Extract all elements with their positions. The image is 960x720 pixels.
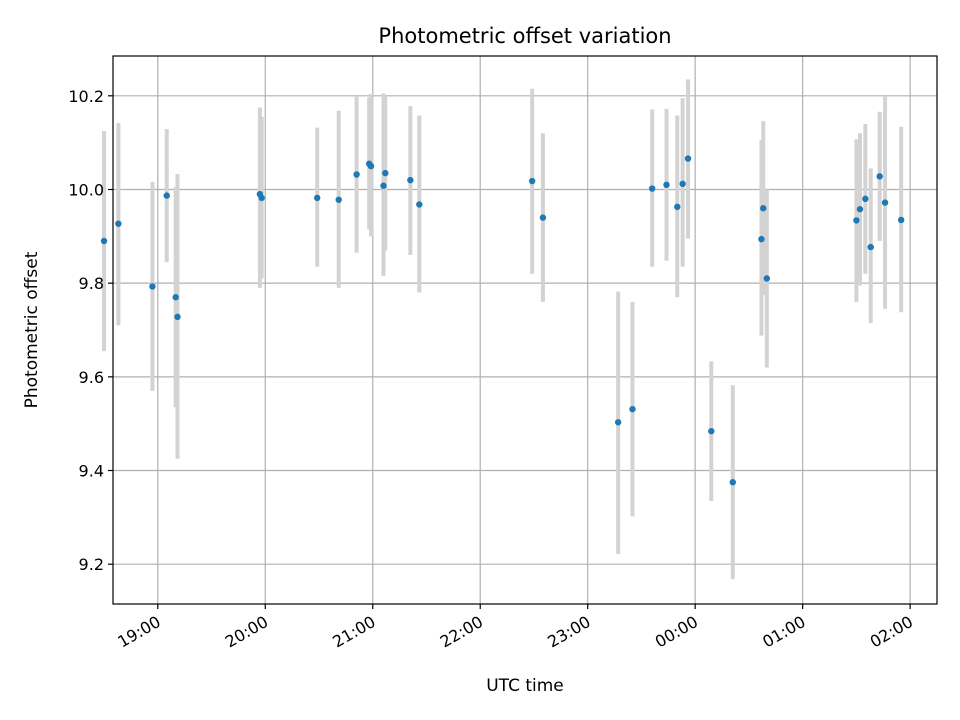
data-point — [867, 243, 874, 251]
data-point — [881, 199, 889, 206]
data-point — [528, 177, 536, 185]
data-point — [862, 195, 869, 203]
y-tick-label: 9.8 — [79, 274, 104, 293]
y-tick-label: 9.6 — [79, 368, 104, 387]
data-point — [539, 214, 547, 221]
data-point — [648, 185, 656, 192]
data-point — [758, 235, 765, 243]
data-point — [663, 181, 670, 189]
data-point — [407, 176, 414, 184]
y-tick-label: 9.4 — [79, 462, 104, 481]
chart-title: Photometric offset variation — [378, 24, 671, 48]
y-tick-label: 10.2 — [68, 87, 104, 106]
data-point — [853, 217, 860, 224]
data-point — [614, 419, 622, 426]
data-point — [629, 405, 636, 413]
data-point — [149, 283, 156, 290]
y-tick-label: 9.2 — [79, 555, 104, 574]
y-tick-label: 10.0 — [68, 180, 104, 199]
data-point — [674, 203, 681, 211]
data-point — [335, 196, 342, 203]
x-axis-label: UTC time — [486, 676, 564, 696]
data-point — [115, 220, 122, 227]
data-point — [763, 275, 771, 282]
data-point — [679, 180, 686, 188]
data-point — [314, 194, 321, 202]
data-point — [353, 171, 360, 178]
data-point — [708, 427, 715, 435]
data-point — [367, 162, 375, 170]
data-point — [174, 313, 181, 321]
plot-area — [113, 56, 937, 604]
data-point — [258, 194, 265, 202]
y-axis-label: Photometric offset — [22, 251, 42, 408]
data-point-layer — [100, 155, 905, 486]
data-point — [856, 205, 864, 213]
data-point — [729, 479, 736, 486]
data-point — [163, 192, 170, 199]
data-point — [876, 173, 883, 180]
data-point — [897, 216, 905, 224]
data-point — [100, 237, 108, 245]
data-point — [684, 155, 692, 162]
data-point — [172, 294, 179, 301]
data-point — [382, 169, 389, 177]
data-point — [760, 205, 767, 212]
data-point — [416, 201, 423, 208]
plot-frame — [112, 55, 938, 605]
data-point — [380, 182, 387, 189]
